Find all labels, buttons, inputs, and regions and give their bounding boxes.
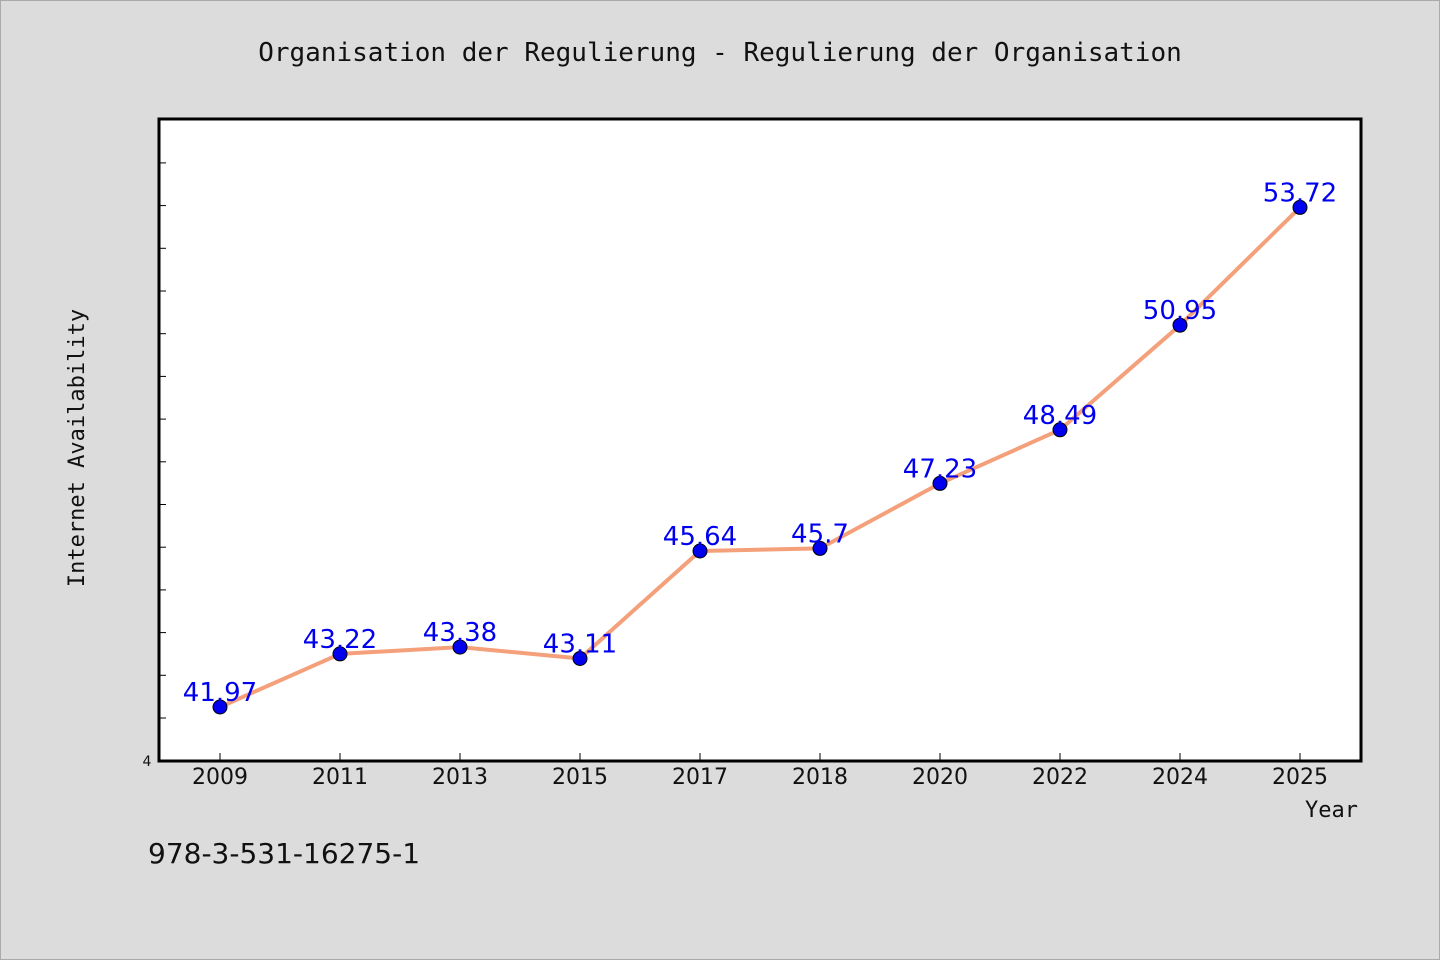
y-axis-label: Internet Availability — [65, 309, 90, 587]
data-label: 41.97 — [183, 678, 257, 708]
data-label: 43.22 — [303, 625, 377, 655]
data-label: 43.38 — [423, 618, 497, 648]
series-line — [218, 205, 1302, 709]
data-point — [1292, 199, 1308, 215]
x-tick-label: 2020 — [912, 765, 968, 790]
x-axis-ticks: 2009 2011 2013 2015 2017 2018 2020 2022 2024 2025 — [192, 753, 1328, 790]
x-tick-label: 2025 — [1272, 765, 1328, 790]
data-point — [572, 651, 588, 666]
data-label: 50.95 — [1143, 296, 1217, 326]
x-tick-label: 2024 — [1152, 765, 1208, 790]
data-label: 45.7 — [791, 519, 849, 549]
data-point — [812, 540, 828, 556]
data-point — [452, 639, 468, 655]
x-tick-label: 2009 — [192, 765, 248, 790]
y-tick-label: 4 — [143, 754, 152, 770]
isbn-footer: 978-3-531-16275-1 — [148, 837, 420, 870]
x-tick-label: 2018 — [792, 765, 848, 790]
data-point — [692, 543, 708, 559]
x-tick-label: 2015 — [552, 765, 608, 790]
x-tick-label: 2013 — [432, 765, 488, 790]
data-point — [1172, 317, 1188, 333]
x-tick-label: 2022 — [1032, 765, 1088, 790]
data-label: 48.49 — [1023, 401, 1097, 431]
data-point — [332, 646, 348, 662]
data-label: 43.11 — [543, 630, 617, 660]
data-point — [212, 699, 228, 715]
x-axis-label: Year — [1305, 798, 1358, 823]
chart-title: Organisation der Regulierung - Regulieru… — [258, 38, 1182, 68]
plot-area — [157, 117, 1363, 763]
data-point — [932, 475, 948, 491]
data-label: 45.64 — [663, 522, 737, 552]
data-point — [1052, 422, 1068, 438]
x-tick-label: 2017 — [672, 765, 728, 790]
data-label: 47.23 — [903, 454, 977, 484]
y-axis-ticks — [159, 162, 166, 719]
x-tick-label: 2011 — [312, 765, 368, 790]
data-label: 53.72 — [1263, 178, 1337, 208]
series-layer: 41.97 43.22 43.38 43.11 45.64 45.7 47.23 48.49 5… — [183, 178, 1337, 715]
